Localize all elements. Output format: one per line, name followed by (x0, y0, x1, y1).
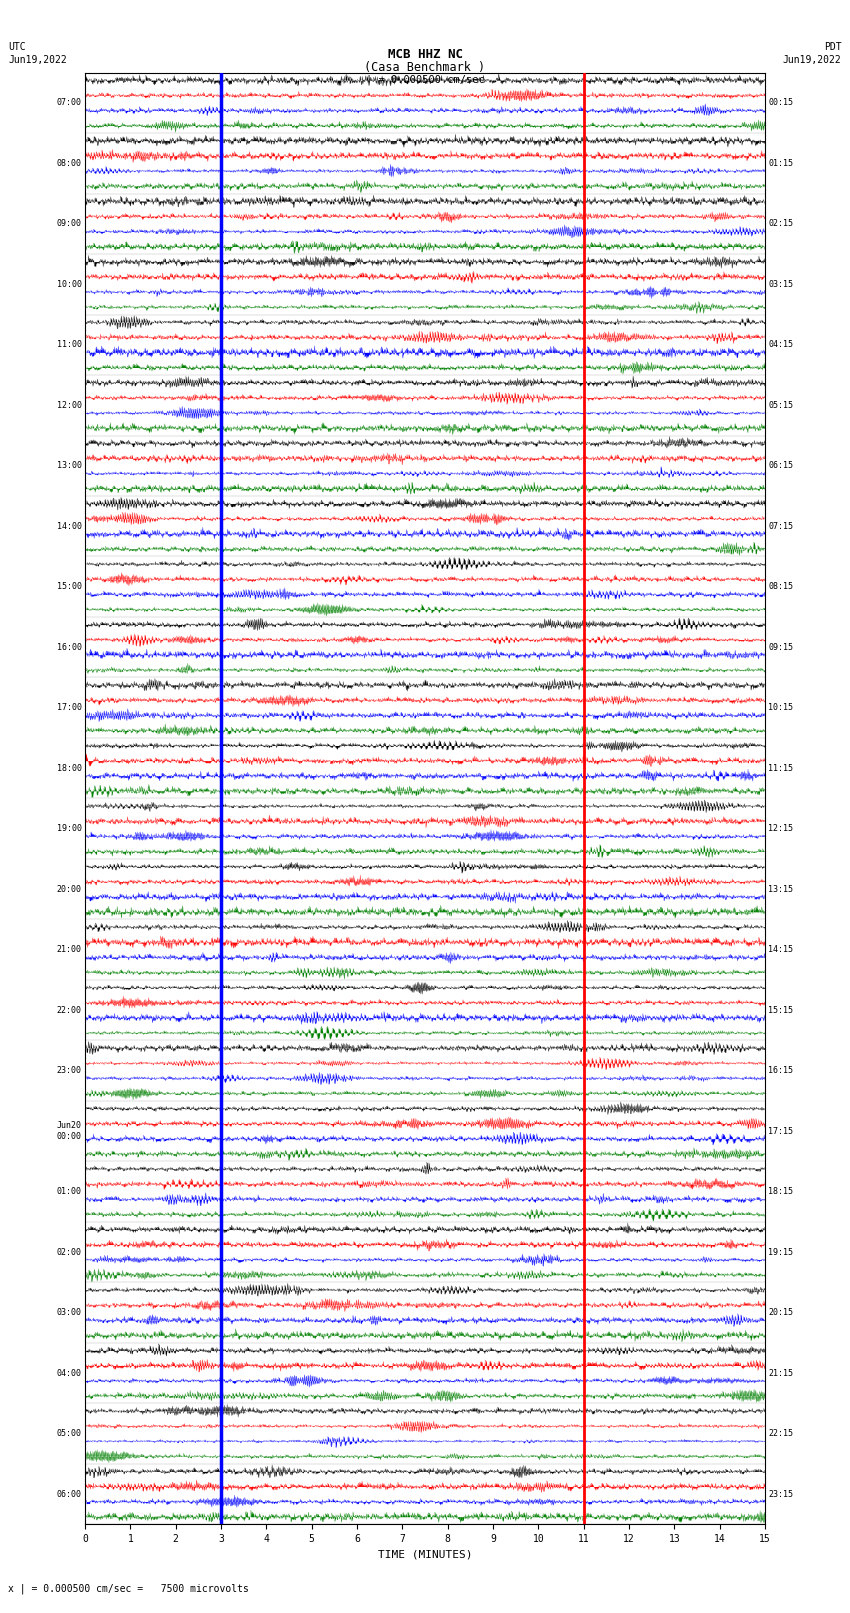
Text: 16:00: 16:00 (57, 642, 82, 652)
Text: 01:15: 01:15 (768, 158, 793, 168)
Text: 08:15: 08:15 (768, 582, 793, 592)
Text: 12:15: 12:15 (768, 824, 793, 834)
Text: 03:00: 03:00 (57, 1308, 82, 1318)
Text: 16:15: 16:15 (768, 1066, 793, 1076)
Text: 14:15: 14:15 (768, 945, 793, 955)
Text: 19:00: 19:00 (57, 824, 82, 834)
Text: 09:15: 09:15 (768, 642, 793, 652)
Text: 17:15: 17:15 (768, 1126, 793, 1136)
Text: PDT: PDT (824, 42, 842, 52)
Text: 18:15: 18:15 (768, 1187, 793, 1197)
Text: 23:00: 23:00 (57, 1066, 82, 1076)
Text: | = 0.000500 cm/sec: | = 0.000500 cm/sec (366, 74, 484, 85)
Text: 23:15: 23:15 (768, 1489, 793, 1498)
Text: 02:00: 02:00 (57, 1247, 82, 1257)
Text: 07:15: 07:15 (768, 521, 793, 531)
Text: 06:15: 06:15 (768, 461, 793, 471)
Text: 22:15: 22:15 (768, 1429, 793, 1439)
Text: 15:15: 15:15 (768, 1005, 793, 1015)
Text: 09:00: 09:00 (57, 219, 82, 229)
Text: 07:00: 07:00 (57, 98, 82, 108)
Text: MCB HHZ NC: MCB HHZ NC (388, 48, 462, 61)
Text: (Casa Benchmark ): (Casa Benchmark ) (365, 61, 485, 74)
Text: 11:00: 11:00 (57, 340, 82, 350)
Text: 01:00: 01:00 (57, 1187, 82, 1197)
Text: 04:15: 04:15 (768, 340, 793, 350)
Text: 20:00: 20:00 (57, 884, 82, 894)
Text: 18:00: 18:00 (57, 763, 82, 773)
Text: 15:00: 15:00 (57, 582, 82, 592)
Text: 11:15: 11:15 (768, 763, 793, 773)
Text: 12:00: 12:00 (57, 400, 82, 410)
Text: Jun19,2022: Jun19,2022 (783, 55, 842, 65)
Text: 05:00: 05:00 (57, 1429, 82, 1439)
Text: 13:00: 13:00 (57, 461, 82, 471)
X-axis label: TIME (MINUTES): TIME (MINUTES) (377, 1550, 473, 1560)
Text: 10:15: 10:15 (768, 703, 793, 713)
Text: 19:15: 19:15 (768, 1247, 793, 1257)
Text: 02:15: 02:15 (768, 219, 793, 229)
Text: 21:00: 21:00 (57, 945, 82, 955)
Text: Jun20
00:00: Jun20 00:00 (57, 1121, 82, 1140)
Text: 21:15: 21:15 (768, 1368, 793, 1378)
Text: 14:00: 14:00 (57, 521, 82, 531)
Text: 00:15: 00:15 (768, 98, 793, 108)
Text: 22:00: 22:00 (57, 1005, 82, 1015)
Text: 06:00: 06:00 (57, 1489, 82, 1498)
Text: 05:15: 05:15 (768, 400, 793, 410)
Text: 20:15: 20:15 (768, 1308, 793, 1318)
Text: 13:15: 13:15 (768, 884, 793, 894)
Text: 04:00: 04:00 (57, 1368, 82, 1378)
Text: Jun19,2022: Jun19,2022 (8, 55, 67, 65)
Text: x | = 0.000500 cm/sec =   7500 microvolts: x | = 0.000500 cm/sec = 7500 microvolts (8, 1582, 249, 1594)
Text: UTC: UTC (8, 42, 26, 52)
Text: 03:15: 03:15 (768, 279, 793, 289)
Text: 08:00: 08:00 (57, 158, 82, 168)
Text: 17:00: 17:00 (57, 703, 82, 713)
Text: 10:00: 10:00 (57, 279, 82, 289)
